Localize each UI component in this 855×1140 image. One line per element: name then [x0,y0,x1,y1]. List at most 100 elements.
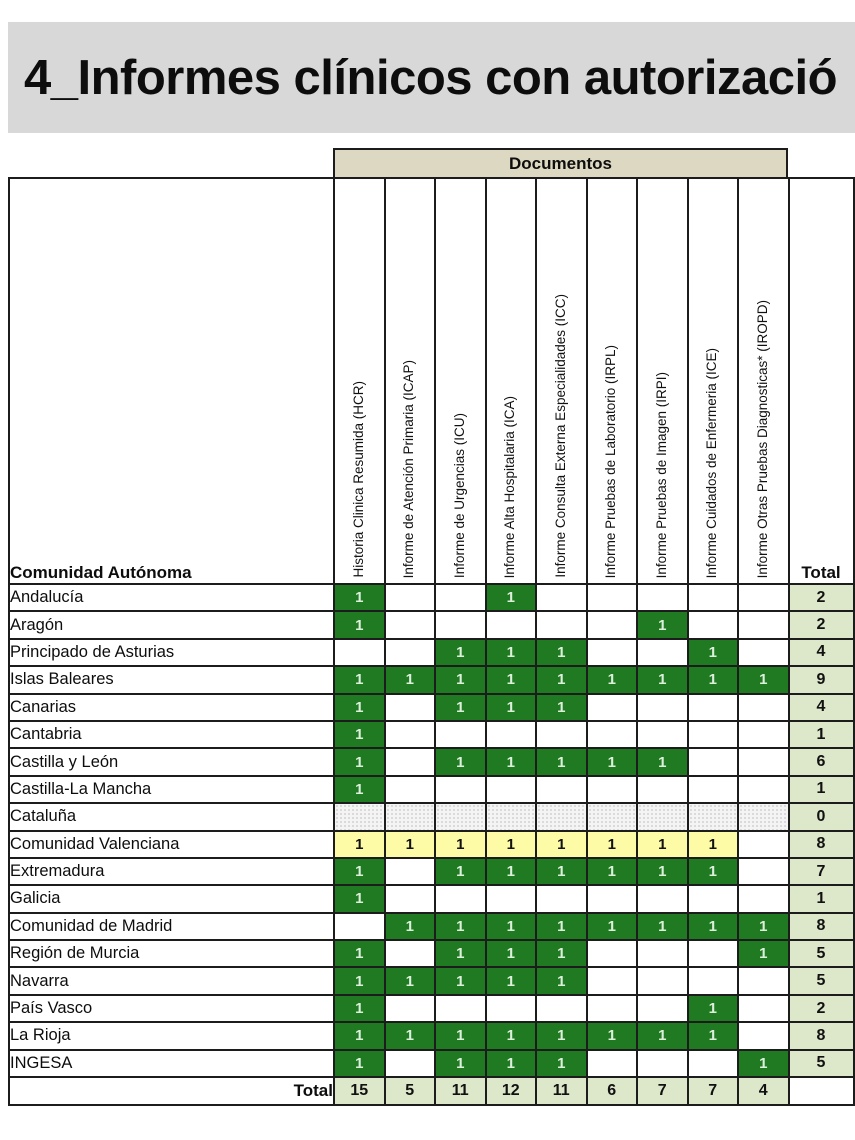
data-cell [737,582,790,613]
data-cell [383,610,436,640]
data-cell [686,939,739,969]
data-cell [636,802,689,832]
data-cell [383,747,436,777]
table-row: INGESA 1 1 1 1 1 5 [8,1048,855,1079]
data-cell: 1 [333,692,386,722]
data-cell: 1 [535,1048,588,1079]
column-total-cell: 12 [484,1076,537,1107]
data-cell: 1 [686,1021,739,1051]
data-cell [383,692,436,722]
column-header-label: Informe Pruebas de Imagen (IRPI) [653,371,669,578]
data-cell: 1 [333,884,386,914]
column-header-label: Informe de Atención Primaria (ICAP) [401,359,417,578]
data-cell [383,637,436,668]
data-cell: 1 [737,911,790,942]
data-cell: 1 [737,1048,790,1079]
table-row: Comunidad Valenciana 1 1 1 1 1 1 1 1 8 [8,829,855,859]
row-label: INGESA [8,1048,335,1079]
data-cell [434,802,487,832]
data-cell [636,1048,689,1079]
data-cell [686,966,739,996]
data-cell [686,774,739,805]
totals-row-label: Total [8,1076,335,1107]
data-cell: 1 [535,856,588,887]
title-band: 4_Informes clínicos con autorizació [8,22,855,133]
table-row: Región de Murcia 1 1 1 1 1 5 [8,939,855,969]
row-label: Islas Baleares [8,665,335,695]
row-label: Aragón [8,610,335,640]
data-cell: 1 [333,993,386,1024]
row-total-cell: 7 [787,856,855,887]
data-cell: 1 [737,939,790,969]
data-cell [737,993,790,1024]
data-cell [686,582,739,613]
data-cell [636,719,689,750]
data-cell: 1 [686,911,739,942]
column-header-label: Informe Pruebas de Laboratorio (IRPL) [603,344,619,578]
data-cell [585,939,638,969]
row-total-cell: 0 [787,802,855,832]
data-cell [535,582,588,613]
data-cell [333,911,386,942]
row-total-cell: 1 [787,719,855,750]
column-header-label: Informe Otras Pruebas Diagnosticas* (IRO… [754,299,770,578]
data-cell: 1 [535,911,588,942]
row-label: Castilla-La Mancha [8,774,335,805]
data-cell [383,719,436,750]
data-cell: 1 [383,911,436,942]
row-label: Castilla y León [8,747,335,777]
table-row: Islas Baleares 1 1 1 1 1 1 1 1 1 9 [8,665,855,695]
row-total-cell: 9 [787,665,855,695]
row-label: Cataluña [8,802,335,832]
table-row: La Rioja 1 1 1 1 1 1 1 1 8 [8,1021,855,1051]
data-cell [585,884,638,914]
table-row: Principado de Asturias 1 1 1 1 4 [8,637,855,668]
data-cell [686,610,739,640]
data-cell [636,884,689,914]
column-total-cell: 11 [434,1076,487,1107]
data-cell [737,747,790,777]
data-cell: 1 [434,692,487,722]
data-cell: 1 [535,829,588,859]
column-header-5: Informe Consulta Externa Especialidades … [535,177,588,585]
data-cell: 1 [484,911,537,942]
data-cell: 1 [333,665,386,695]
data-cell [636,993,689,1024]
data-cell: 1 [535,747,588,777]
data-cell [383,884,436,914]
data-cell: 1 [333,610,386,640]
row-total-cell: 2 [787,610,855,640]
data-cell: 1 [686,637,739,668]
data-cell [535,610,588,640]
data-cell [383,856,436,887]
data-cell [383,802,436,832]
column-header-label: Informe Alta Hospitalaria (ICA) [502,395,518,578]
data-cell [434,719,487,750]
column-header-label: Informe Cuidados de Enfermeria (ICE) [704,347,720,578]
data-cell: 1 [383,665,436,695]
row-total-cell: 2 [787,993,855,1024]
row-label: Extremadura [8,856,335,887]
column-header-3: Informe de Urgencias (ICU) [434,177,487,585]
data-cell: 1 [333,774,386,805]
data-cell [686,692,739,722]
column-header-9: Informe Otras Pruebas Diagnosticas* (IRO… [737,177,790,585]
table-row: Aragón 1 1 2 [8,610,855,640]
data-cell [585,774,638,805]
data-cell [636,966,689,996]
total-column-header: Total [787,177,855,585]
row-total-cell: 5 [787,1048,855,1079]
data-cell: 1 [484,582,537,613]
column-header-label: Informe Consulta Externa Especialidades … [552,294,568,578]
data-cell: 1 [585,829,638,859]
data-cell: 1 [686,993,739,1024]
data-cell [737,1021,790,1051]
column-header-4: Informe Alta Hospitalaria (ICA) [484,177,537,585]
data-cell: 1 [484,1048,537,1079]
data-cell: 1 [484,856,537,887]
header-row: Comunidad Autónoma Historia Clinica Resu… [8,177,855,585]
data-cell [686,747,739,777]
data-cell [737,856,790,887]
data-cell [434,582,487,613]
column-total-cell: 6 [585,1076,638,1107]
